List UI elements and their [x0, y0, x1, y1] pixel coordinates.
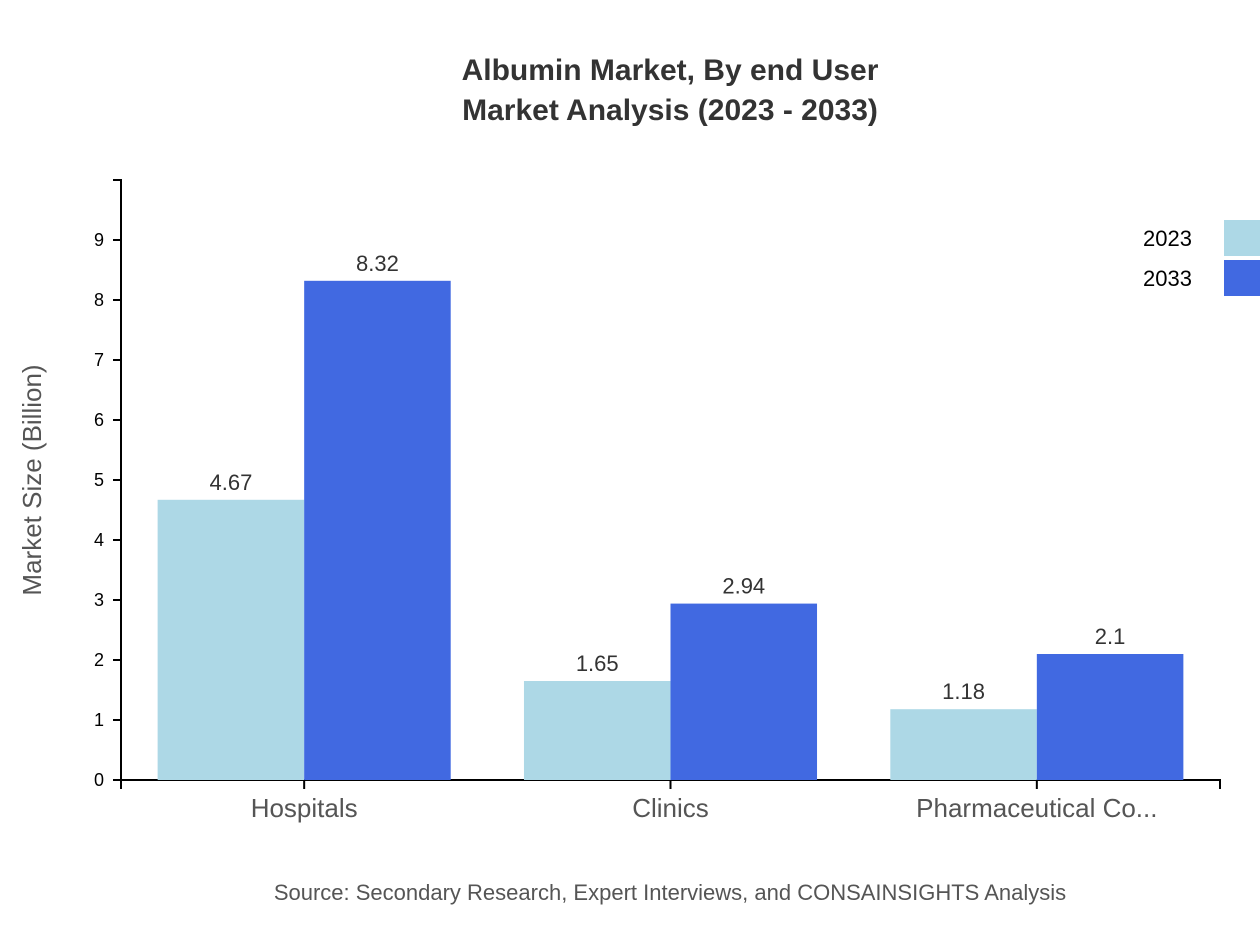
y-tick-label: 2 [94, 650, 104, 670]
legend-swatch-2023 [1224, 220, 1260, 256]
y-tick-label: 9 [94, 230, 104, 250]
y-tick-label: 3 [94, 590, 104, 610]
data-label: 1.65 [576, 651, 619, 676]
bar-2033 [670, 603, 818, 780]
chart-title: Albumin Market, By end User [462, 54, 879, 87]
bar-2023 [157, 499, 305, 780]
y-tick-label: 7 [94, 350, 104, 370]
y-tick-label: 5 [94, 470, 104, 490]
legend-label: 2023 [1143, 226, 1192, 251]
y-tick-label: 0 [94, 770, 104, 790]
x-tick-label: Clinics [632, 793, 709, 823]
y-tick-label: 1 [94, 710, 104, 730]
bar-2023 [890, 709, 1037, 780]
x-tick-label: Pharmaceutical Co... [916, 793, 1157, 823]
y-tick-label: 8 [94, 290, 104, 310]
x-tick-label: Hospitals [251, 793, 358, 823]
legend-swatch-2033 [1224, 260, 1260, 296]
bar-2033 [1036, 654, 1184, 780]
data-label: 4.67 [209, 470, 252, 495]
chart-subtitle: Market Analysis (2023 - 2033) [462, 94, 878, 127]
data-label: 8.32 [356, 251, 399, 276]
legend-label: 2033 [1143, 266, 1192, 291]
y-tick-label: 4 [94, 530, 104, 550]
y-tick-label: 6 [94, 410, 104, 430]
y-axis-label: Market Size (Billion) [17, 364, 47, 595]
data-label: 1.18 [942, 679, 985, 704]
data-label: 2.1 [1095, 624, 1126, 649]
data-label: 2.94 [722, 574, 765, 599]
source-note: Source: Secondary Research, Expert Inter… [274, 880, 1066, 905]
bar-2033 [304, 280, 451, 780]
bar-2023 [523, 681, 671, 780]
